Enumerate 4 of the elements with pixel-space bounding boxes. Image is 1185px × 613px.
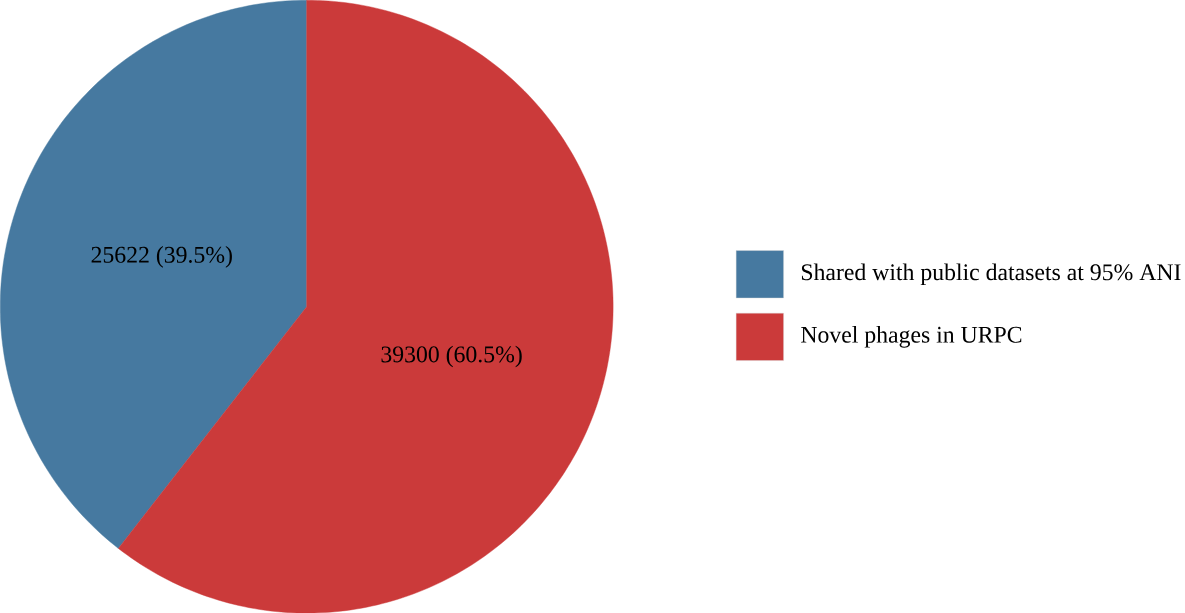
data-label: 39300 (60.5%) [381,345,522,368]
data-label: 25622 (39.5%) [91,245,232,268]
legend-label: Shared with public datasets at 95% ANI [801,263,1181,285]
legend-label: Novel phages in URPC [801,325,1022,348]
